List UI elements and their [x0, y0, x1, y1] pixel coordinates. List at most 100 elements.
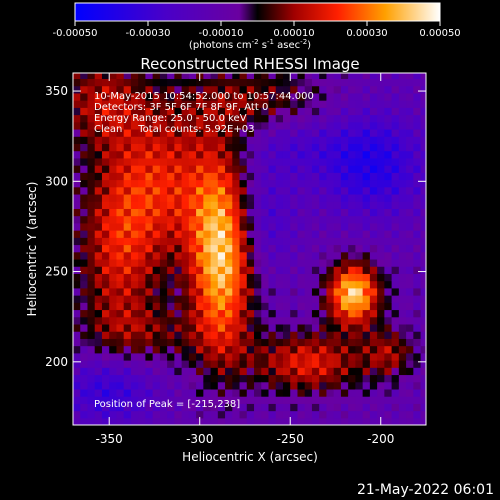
heatmap-cell	[217, 367, 226, 376]
heatmap-cell	[87, 381, 96, 390]
heatmap-cell	[290, 121, 299, 130]
heatmap-cell	[138, 403, 147, 412]
heatmap-cell	[311, 295, 320, 303]
heatmap-cell	[413, 316, 422, 325]
heatmap-cell	[268, 128, 277, 137]
heatmap-cell	[261, 345, 270, 354]
heatmap-cell	[319, 273, 328, 282]
heatmap-cell	[167, 338, 175, 347]
heatmap-cell	[196, 186, 204, 195]
heatmap-cell	[326, 287, 335, 296]
heatmap-cell	[239, 85, 248, 94]
heatmap-image	[73, 73, 426, 425]
heatmap-cell	[261, 309, 270, 318]
heatmap-cell	[290, 381, 299, 390]
heatmap-cell	[275, 179, 284, 188]
heatmap-cell	[167, 193, 175, 202]
heatmap-cell	[304, 266, 313, 274]
heatmap-cell	[377, 258, 385, 267]
heatmap-cell	[311, 323, 320, 332]
heatmap-cell	[73, 107, 81, 116]
heatmap-cell	[145, 410, 154, 419]
heatmap-cell	[326, 417, 335, 425]
heatmap-cell	[333, 78, 342, 87]
heatmap-cell	[73, 208, 81, 217]
heatmap-cell	[333, 323, 342, 332]
heatmap-cell	[87, 323, 96, 332]
heatmap-cell	[145, 208, 154, 217]
heatmap-cell	[391, 100, 400, 108]
heatmap-cell	[174, 237, 183, 246]
heatmap-cell	[225, 258, 233, 267]
heatmap-cell	[203, 345, 212, 354]
heatmap-cell	[94, 287, 103, 296]
heatmap-cell	[87, 374, 96, 383]
heatmap-cell	[130, 107, 139, 116]
heatmap-cell	[181, 208, 190, 217]
heatmap-cell	[413, 352, 422, 361]
heatmap-cell	[290, 345, 299, 354]
heatmap-cell	[326, 345, 335, 354]
heatmap-cell	[109, 92, 118, 101]
heatmap-cell	[203, 78, 212, 87]
heatmap-cell	[369, 360, 378, 368]
heatmap-cell	[87, 251, 96, 260]
heatmap-cell	[319, 360, 328, 368]
heatmap-cell	[181, 367, 190, 376]
heatmap-cell	[210, 208, 219, 217]
heatmap-cell	[326, 381, 335, 390]
heatmap-cell	[290, 208, 299, 217]
heatmap-cell	[391, 331, 400, 339]
heatmap-cell	[80, 345, 89, 354]
heatmap-cell	[261, 360, 270, 368]
heatmap-cell	[232, 388, 241, 397]
heatmap-cell	[384, 396, 393, 404]
heatmap-cell	[217, 100, 226, 108]
heatmap-cell	[268, 381, 277, 390]
heatmap-cell	[406, 237, 414, 246]
heatmap-cell	[304, 323, 313, 332]
heatmap-cell	[413, 273, 422, 282]
heatmap-cell	[268, 410, 277, 419]
heatmap-cell	[290, 331, 299, 339]
heatmap-cell	[159, 360, 168, 368]
heatmap-cell	[268, 388, 277, 397]
heatmap-cell	[362, 114, 371, 123]
heatmap-cell	[152, 309, 161, 318]
heatmap-cell	[123, 316, 132, 325]
heatmap-cell	[275, 396, 284, 404]
heatmap-cell	[254, 251, 262, 260]
heatmap-cell	[420, 85, 426, 94]
heatmap-cell	[94, 92, 103, 101]
heatmap-cell	[116, 150, 125, 159]
heatmap-cell	[225, 201, 233, 209]
heatmap-cell	[116, 360, 125, 368]
heatmap-cell	[101, 186, 110, 195]
heatmap-cell	[246, 73, 255, 80]
heatmap-cell	[304, 388, 313, 397]
heatmap-cell	[275, 381, 284, 390]
heatmap-cell	[217, 388, 226, 397]
heatmap-cell	[261, 251, 270, 260]
heatmap-cell	[275, 114, 284, 123]
heatmap-cell	[225, 186, 233, 195]
heatmap-cell	[239, 230, 248, 238]
heatmap-cell	[109, 280, 118, 289]
heatmap-cell	[232, 121, 241, 130]
heatmap-cell	[232, 417, 241, 425]
heatmap-cell	[196, 295, 204, 303]
heatmap-cell	[210, 237, 219, 246]
heatmap-cell	[232, 128, 241, 137]
heatmap-cell	[319, 331, 328, 339]
heatmap-cell	[319, 244, 328, 253]
heatmap-cell	[196, 237, 204, 246]
heatmap-cell	[326, 78, 335, 87]
heatmap-cell	[268, 316, 277, 325]
heatmap-cell	[101, 403, 110, 412]
heatmap-cell	[225, 367, 233, 376]
heatmap-cell	[152, 193, 161, 202]
heatmap-cell	[413, 150, 422, 159]
heatmap-cell	[217, 208, 226, 217]
heatmap-cell	[406, 403, 414, 412]
heatmap-cell	[145, 316, 154, 325]
